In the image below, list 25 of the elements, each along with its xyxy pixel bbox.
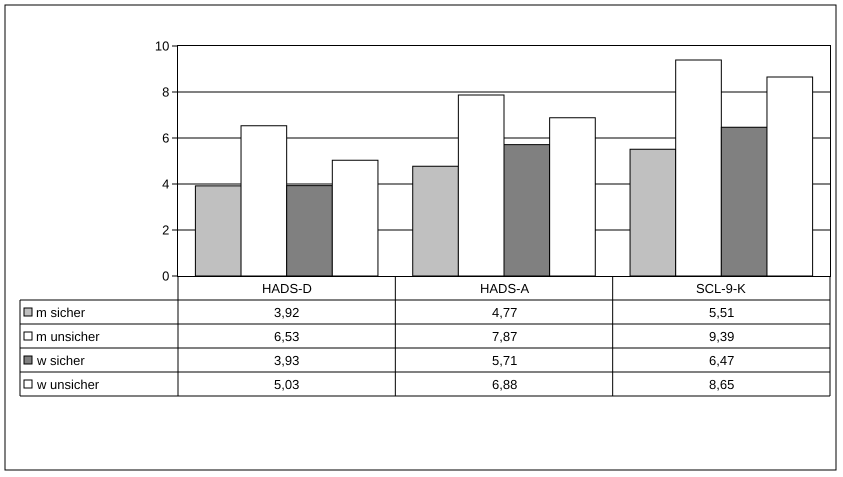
y-tick-label: 10 [154, 38, 170, 54]
data-label: 7,87 [492, 329, 518, 344]
data-label: 8,65 [709, 377, 734, 392]
data-label: 3,93 [274, 353, 300, 368]
y-tick-label: 2 [162, 222, 170, 238]
data-label: 6,53 [274, 329, 300, 344]
x-tick-label: HADS-A [480, 281, 530, 296]
data-label: 6,47 [709, 353, 734, 368]
y-tick-label: 4 [162, 176, 170, 192]
data-label: 4,77 [492, 305, 518, 320]
data-label: 9,39 [709, 329, 734, 344]
data-label: 5,03 [274, 377, 300, 392]
data-label: 5,51 [709, 305, 734, 320]
y-tick-label: 8 [162, 84, 170, 100]
data-label: 6,88 [492, 377, 518, 392]
data-label: 5,71 [492, 353, 518, 368]
x-tick-label: HADS-D [262, 281, 312, 296]
y-tick-label: 6 [162, 130, 170, 146]
legend-label: w sicher [36, 353, 86, 368]
x-tick-label: SCL-9-K [696, 281, 746, 296]
legend-label: m unsicher [36, 329, 100, 344]
data-label: 3,92 [274, 305, 300, 320]
legend-label: m sicher [36, 305, 86, 320]
legend-label: w unsicher [36, 377, 100, 392]
y-tick-label: 0 [162, 268, 170, 284]
